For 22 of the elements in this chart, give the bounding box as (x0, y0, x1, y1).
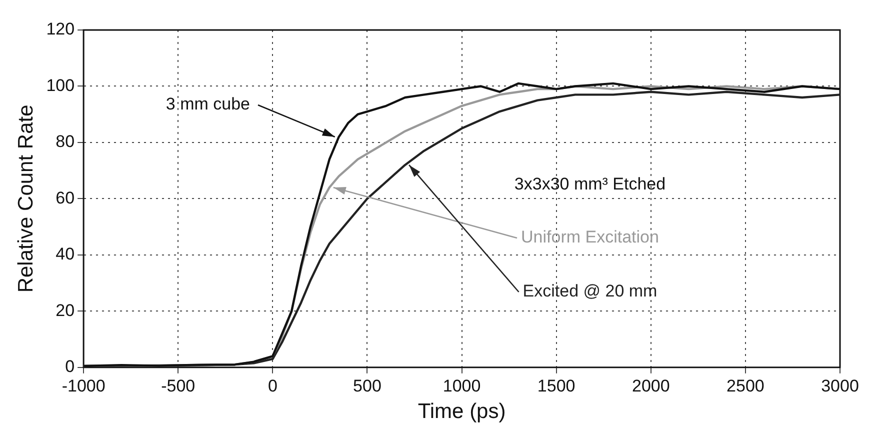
y-tick-label: 120 (46, 20, 75, 39)
x-tick-label: -500 (161, 376, 196, 396)
x-tick-label: 3000 (821, 376, 859, 396)
x-tick-label: 2500 (726, 376, 764, 396)
x-tick-label: -1000 (62, 376, 106, 396)
x-tick-label: 1500 (537, 376, 576, 396)
text: Uniform Excitation (521, 228, 659, 247)
y-tick-label: 20 (56, 300, 75, 320)
y-tick-label: 80 (56, 132, 75, 152)
y-tick-label: 100 (46, 76, 75, 95)
x-tick-label: 0 (268, 376, 278, 396)
x-tick-label: 2000 (632, 376, 670, 396)
y-axis-title: Relative Count Rate (14, 104, 38, 293)
text: Excited @ 20 mm (522, 282, 658, 301)
x-axis-title: Time (ps) (418, 400, 506, 424)
x-tick-label: 1000 (442, 376, 481, 396)
text: 3 mm cube (166, 94, 250, 114)
y-tick-label: 0 (65, 357, 75, 376)
y-tick-label: 40 (56, 244, 75, 264)
y-tick-label: 60 (56, 188, 75, 208)
x-tick-label: 500 (353, 376, 382, 396)
annotation: 3x3x30 mm³ Etched (514, 174, 666, 194)
